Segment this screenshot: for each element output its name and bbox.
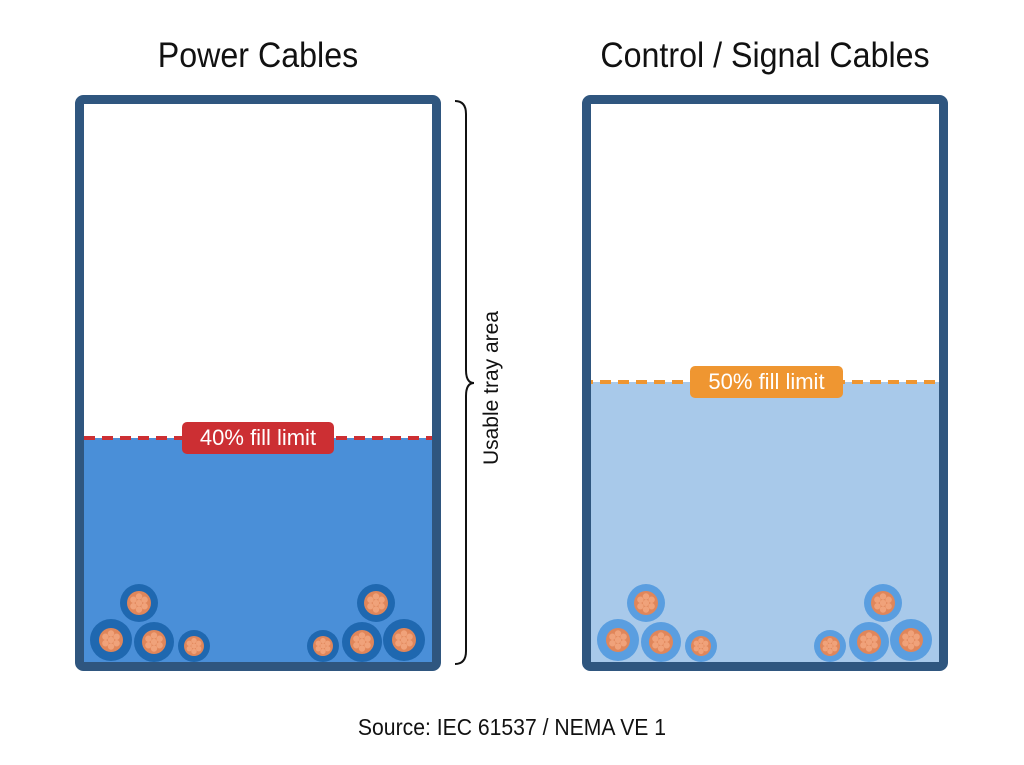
usable-area-brace [454,100,475,665]
control-tray-frame [582,95,948,671]
power-cable-tray [75,95,441,671]
power-fill-limit-badge: 40% fill limit [182,422,334,454]
power-cable-bundle-left [90,584,210,662]
control-cable-tray [582,95,948,671]
power-cables-title: Power Cables [157,36,359,75]
usable-tray-area-label: Usable tray area [480,310,503,466]
control-signal-cables-title: Control / Signal Cables [600,36,930,75]
power-fill-area [84,438,433,663]
control-cable-bundle-right [814,584,932,662]
control-cable-bundle-left [597,584,717,662]
source-caption: Source: IEC 61537 / NEMA VE 1 [357,714,667,740]
control-fill-limit-badge: 50% fill limit [690,366,843,398]
power-tray-frame [75,95,441,671]
power-cable-bundle-right [307,584,425,662]
